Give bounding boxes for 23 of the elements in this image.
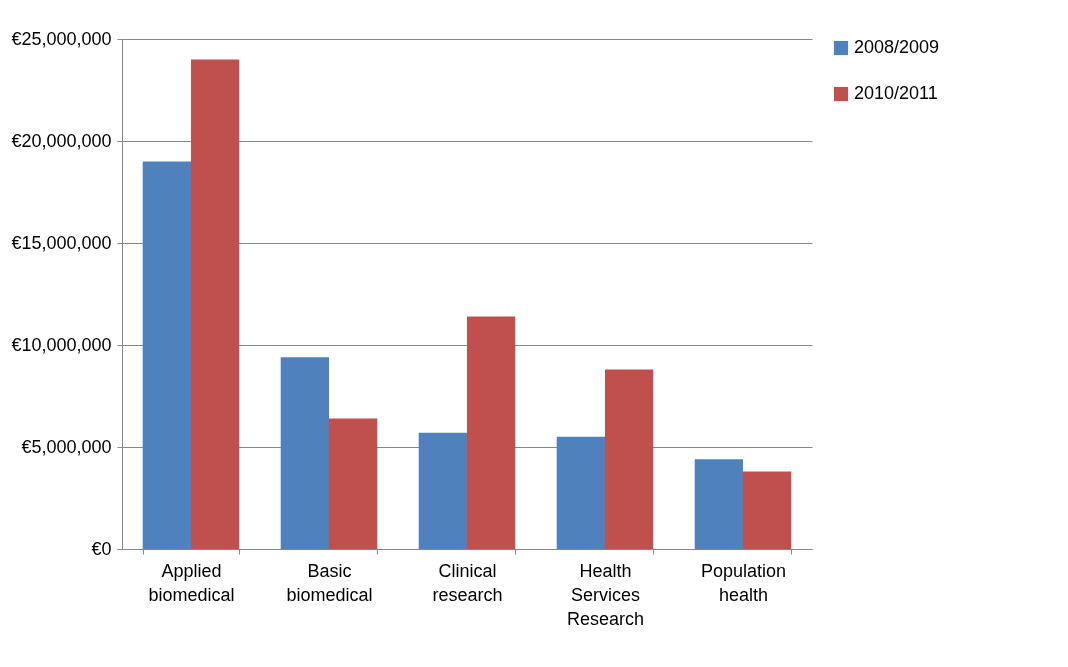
bar xyxy=(556,436,605,549)
y-tick-label: €20,000,000 xyxy=(11,130,112,151)
x-tick-label: Population health xyxy=(700,560,787,605)
y-tick-label: €25,000,000 xyxy=(11,28,112,49)
x-tick-label: Basic biomedical xyxy=(286,560,373,605)
y-tick-label: €10,000,000 xyxy=(11,334,112,355)
x-tick-label: Clinical research xyxy=(432,560,503,605)
bar xyxy=(743,471,792,549)
y-tick-label: €15,000,000 xyxy=(11,232,112,253)
bar xyxy=(142,161,191,549)
bar xyxy=(605,369,654,549)
y-tick-label: €5,000,000 xyxy=(21,436,112,457)
legend-label: 2010/2011 xyxy=(854,83,938,103)
bar xyxy=(280,357,329,549)
y-tick-label: €0 xyxy=(91,538,112,559)
bar xyxy=(467,316,516,549)
x-tick-label: Applied biomedical xyxy=(148,560,235,605)
bar xyxy=(329,418,378,549)
bar xyxy=(191,59,240,549)
bar xyxy=(418,432,467,549)
legend-label: 2008/2009 xyxy=(854,37,940,57)
bar xyxy=(694,459,743,549)
x-tick-label: Health Services Research xyxy=(566,560,645,629)
